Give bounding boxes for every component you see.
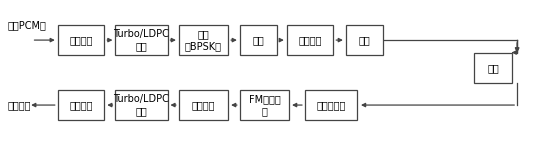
Text: 映射
（BPSK）: 映射 （BPSK）	[185, 29, 222, 51]
Bar	[58, 90, 104, 120]
Bar	[346, 25, 383, 55]
Bar	[115, 25, 167, 55]
Bar	[286, 25, 333, 55]
Bar	[240, 90, 289, 120]
Text: 数据采样: 数据采样	[192, 100, 215, 110]
Bar	[240, 25, 277, 55]
Text: 数据解密: 数据解密	[70, 100, 93, 110]
Bar	[474, 53, 512, 83]
Bar	[179, 25, 228, 55]
Text: 信道: 信道	[487, 63, 499, 73]
Text: Turbo/LDPC
编码: Turbo/LDPC 编码	[114, 29, 169, 51]
Bar	[179, 90, 228, 120]
Bar	[58, 25, 104, 55]
Text: 带通滤波器: 带通滤波器	[316, 100, 346, 110]
Bar	[305, 90, 357, 120]
Text: 插值: 插值	[253, 35, 264, 45]
Text: 预调滤波: 预调滤波	[298, 35, 322, 45]
Text: FM相干解
调: FM相干解 调	[248, 94, 280, 116]
Text: Turbo/LDPC
译码: Turbo/LDPC 译码	[114, 94, 169, 116]
Bar	[115, 90, 167, 120]
Text: 数据加密: 数据加密	[70, 35, 93, 45]
Text: 调频: 调频	[359, 35, 370, 45]
Text: 随机PCM码: 随机PCM码	[8, 20, 47, 30]
Text: 信号输出: 信号输出	[8, 100, 31, 110]
